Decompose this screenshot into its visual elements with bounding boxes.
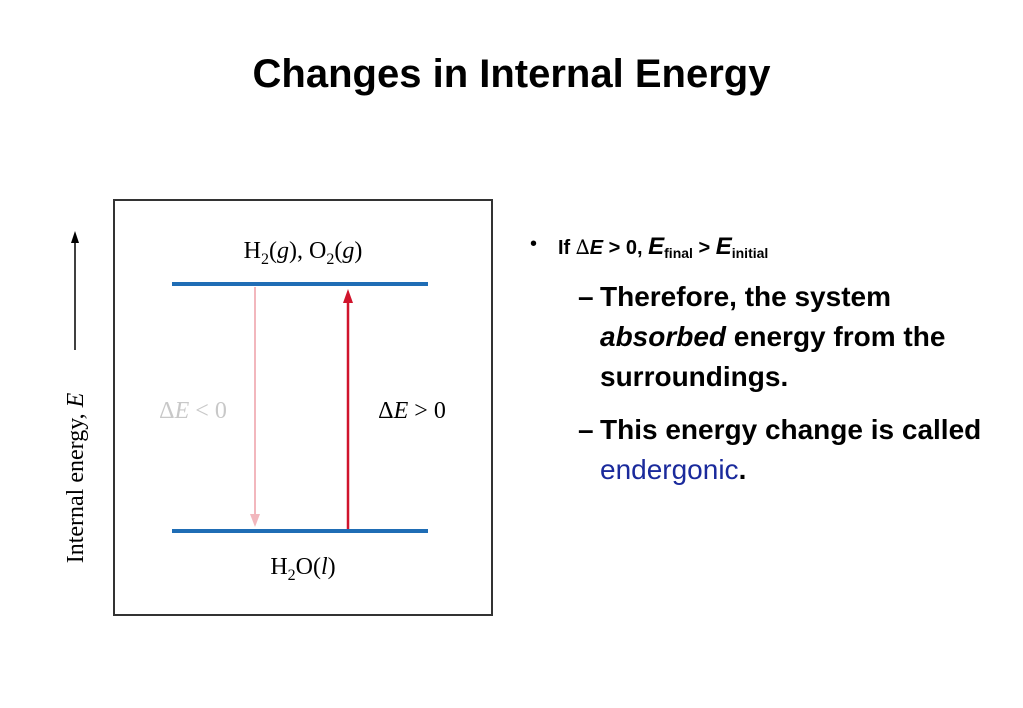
top-state: H2(g), O2(g)	[244, 238, 363, 268]
t: E	[174, 398, 190, 424]
frame	[113, 199, 493, 616]
absorb-arrowhead	[343, 289, 353, 303]
release-arrowhead	[250, 514, 260, 527]
t: (	[334, 238, 342, 264]
t: > 0	[408, 398, 446, 424]
bottom-state: H2O(l)	[270, 554, 335, 584]
t: E	[715, 233, 732, 260]
t: g	[277, 238, 289, 264]
release-label: ΔE < 0	[159, 398, 227, 424]
t: E	[589, 237, 604, 259]
t: 2	[288, 567, 296, 584]
t: 2	[326, 251, 334, 268]
t: (	[269, 238, 277, 264]
t: absorbed	[600, 321, 727, 352]
t: H	[244, 238, 261, 264]
t: 2	[261, 251, 269, 268]
t: ), O	[289, 238, 326, 264]
t: Therefore, the system	[600, 281, 891, 312]
highlight: endergonic	[600, 454, 739, 485]
energy-diagram: Internal energy, E H2(g), O2(g) ΔE < 0 Δ…	[63, 199, 493, 616]
t: E	[393, 398, 409, 424]
t: > 0,	[603, 237, 649, 259]
t: Δ	[378, 398, 393, 424]
t: H	[270, 554, 287, 580]
t: This energy change is called	[600, 414, 982, 445]
slide-title: Changes in Internal Energy	[252, 52, 771, 96]
axis-label-text: Internal energy,	[63, 407, 89, 563]
t: O(	[296, 554, 321, 580]
t: final	[664, 245, 693, 261]
bullet-marker: •	[530, 233, 538, 255]
axis-label: Internal energy, E	[63, 392, 89, 563]
t: initial	[731, 245, 769, 261]
t: )	[354, 238, 362, 264]
sub-bullet-marker: –	[578, 414, 594, 445]
t: E	[648, 233, 665, 260]
t: g	[342, 238, 354, 264]
axis-arrowhead	[71, 231, 79, 243]
axis-label-symbol: E	[63, 392, 89, 408]
t: >	[692, 237, 716, 259]
t: Δ	[159, 398, 174, 424]
t: l	[321, 554, 328, 580]
t: )	[328, 554, 336, 580]
t: .	[738, 454, 747, 485]
t: ∆	[575, 235, 590, 259]
t: energy from the surroundings.	[600, 321, 946, 392]
absorb-label: ΔE > 0	[378, 398, 446, 424]
sub-bullet-marker: –	[578, 281, 594, 312]
t: < 0	[189, 398, 227, 424]
t: If	[558, 237, 576, 259]
